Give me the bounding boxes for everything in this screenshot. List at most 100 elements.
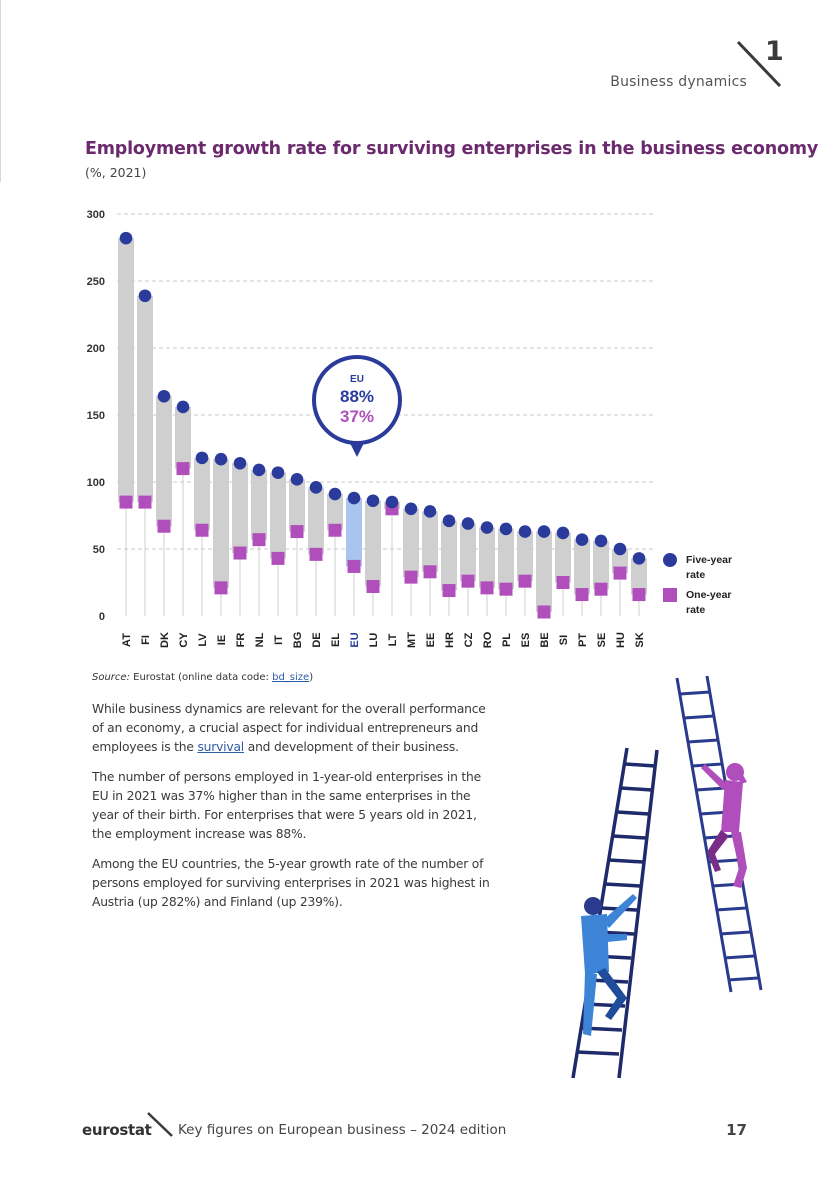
chart-subtitle: (%, 2021) bbox=[85, 165, 147, 180]
callout-circle bbox=[312, 355, 402, 445]
legend-one-year-marker bbox=[663, 588, 677, 602]
range-bar-FR bbox=[232, 463, 248, 554]
one-year-marker-EU bbox=[347, 559, 361, 573]
five-year-marker-AT bbox=[119, 231, 133, 245]
five-year-marker-CY bbox=[176, 400, 190, 414]
five-year-marker-HU bbox=[613, 542, 627, 556]
paragraph-2: The number of persons employed in 1-year… bbox=[92, 770, 481, 841]
five-year-marker-SE bbox=[594, 534, 608, 548]
paragraph-1: While business dynamics are relevant for… bbox=[92, 700, 492, 757]
one-year-marker-IT bbox=[271, 551, 285, 565]
range-bar-IE bbox=[213, 459, 229, 588]
one-year-marker-FI bbox=[138, 495, 152, 509]
category-label-HR: HR bbox=[444, 632, 456, 648]
five-year-marker-SK bbox=[632, 552, 646, 565]
category-label-FR: FR bbox=[235, 633, 247, 648]
range-bar-DE bbox=[308, 487, 324, 555]
category-label-IE: IE bbox=[216, 635, 228, 645]
one-year-marker-SI bbox=[556, 576, 570, 589]
category-label-DE: DE bbox=[311, 632, 323, 647]
one-year-marker-DE bbox=[309, 547, 323, 561]
chart-labels: 0 50 100 150 200 250 300 AT FI DK CY LV IE FR NL IT BG DE… bbox=[87, 209, 646, 648]
range-bar-CZ bbox=[460, 523, 476, 582]
category-label-BE: BE bbox=[539, 632, 551, 647]
y-tick-label: 100 bbox=[87, 477, 105, 489]
five-year-marker-LV bbox=[195, 451, 209, 465]
page-edge-line bbox=[0, 0, 1, 182]
legend-one-year-label-2: rate bbox=[686, 604, 705, 616]
range-bar-DK bbox=[156, 396, 172, 527]
chart-title: Employment growth rate for surviving ent… bbox=[85, 139, 819, 159]
purple-climber bbox=[701, 763, 747, 888]
category-label-CY: CY bbox=[178, 632, 190, 648]
legend-one-year-label: One-year bbox=[686, 589, 732, 601]
range-bar-SK bbox=[631, 558, 647, 595]
source-suffix: ) bbox=[309, 672, 314, 683]
five-year-marker-BE bbox=[537, 525, 551, 538]
one-year-marker-LV bbox=[195, 523, 209, 537]
category-label-SE: SE bbox=[596, 633, 608, 648]
five-year-marker-EU bbox=[347, 491, 361, 505]
one-year-marker-HR bbox=[442, 584, 456, 598]
five-year-marker-EL bbox=[328, 487, 342, 501]
category-label-LT: LT bbox=[387, 633, 399, 646]
category-label-EE: EE bbox=[425, 633, 437, 648]
paragraph-1-text-a: While business dynamics are relevant for… bbox=[92, 702, 486, 754]
callout-one-year-value: 37% bbox=[340, 407, 374, 426]
source-data-code-link[interactable]: bd_size bbox=[272, 672, 310, 683]
one-year-marker-EE bbox=[423, 565, 437, 579]
blue-climber bbox=[581, 894, 637, 1036]
one-year-marker-BG bbox=[290, 525, 304, 539]
chapter-title: Business dynamics bbox=[610, 74, 747, 90]
paragraph-1-text-b: and development of their business. bbox=[244, 740, 459, 754]
range-bar-AT bbox=[118, 238, 134, 503]
five-year-marker-FI bbox=[138, 289, 152, 303]
y-tick-label: 50 bbox=[93, 544, 105, 556]
range-bar-CY bbox=[175, 406, 191, 469]
range-bar-LU bbox=[365, 500, 381, 587]
five-year-marker-LT bbox=[385, 495, 399, 509]
one-year-marker-AT bbox=[119, 495, 133, 509]
five-year-marker-DK bbox=[157, 389, 171, 403]
publication-title: Key figures on European business – 2024 … bbox=[178, 1122, 507, 1138]
five-year-marker-LU bbox=[366, 494, 380, 508]
category-label-PL: PL bbox=[501, 633, 513, 647]
page-number: 17 bbox=[726, 1121, 747, 1139]
one-year-marker-CY bbox=[176, 462, 190, 476]
legend-five-year-label: Five-year bbox=[686, 554, 732, 566]
range-bar-BG bbox=[289, 479, 305, 532]
y-tick-label: 0 bbox=[99, 611, 105, 623]
range-bar-RO bbox=[479, 527, 495, 588]
y-tick-label: 250 bbox=[87, 276, 105, 288]
one-year-marker-NL bbox=[252, 533, 266, 547]
callout-pointer bbox=[349, 441, 365, 457]
one-year-marker-IE bbox=[214, 581, 228, 595]
category-label-IT: IT bbox=[273, 635, 285, 645]
range-bar-BE bbox=[536, 531, 552, 612]
ladder-climbers-illustration bbox=[571, 675, 763, 1079]
one-year-marker-PT bbox=[575, 588, 589, 602]
range-bar-IT bbox=[270, 472, 286, 559]
category-label-HU: HU bbox=[615, 632, 627, 648]
one-year-marker-EL bbox=[328, 523, 342, 537]
chapter-slash-decoration bbox=[736, 40, 782, 88]
body-text: While business dynamics are relevant for… bbox=[92, 700, 492, 923]
one-year-marker-SK bbox=[632, 588, 646, 602]
five-year-marker-PT bbox=[575, 533, 589, 546]
y-tick-label: 200 bbox=[87, 343, 105, 355]
one-year-marker-ES bbox=[518, 574, 532, 588]
category-label-AT: AT bbox=[121, 633, 133, 647]
survival-link[interactable]: survival bbox=[197, 740, 245, 754]
category-label-CZ: CZ bbox=[463, 632, 475, 647]
range-bar-SE bbox=[593, 540, 609, 590]
one-year-marker-LU bbox=[366, 580, 380, 594]
range-bar-SI bbox=[555, 532, 571, 583]
category-label-NL: NL bbox=[254, 632, 266, 647]
category-label-EU: EU bbox=[349, 632, 361, 647]
range-bar-PT bbox=[574, 539, 590, 595]
category-label-RO: RO bbox=[482, 631, 494, 648]
one-year-marker-BE bbox=[537, 605, 551, 619]
footer-slash-decoration bbox=[147, 1112, 173, 1137]
paragraph-3: Among the EU countries, the 5-year growt… bbox=[92, 857, 490, 909]
employment-growth-chart: 0 50 100 150 200 250 300 AT FI DK CY LV IE FR NL IT BG DE… bbox=[87, 209, 732, 648]
